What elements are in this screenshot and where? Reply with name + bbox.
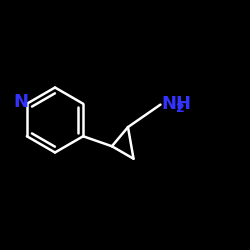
Text: 2: 2 xyxy=(176,102,184,115)
Text: NH: NH xyxy=(162,95,192,113)
Text: N: N xyxy=(13,94,28,112)
